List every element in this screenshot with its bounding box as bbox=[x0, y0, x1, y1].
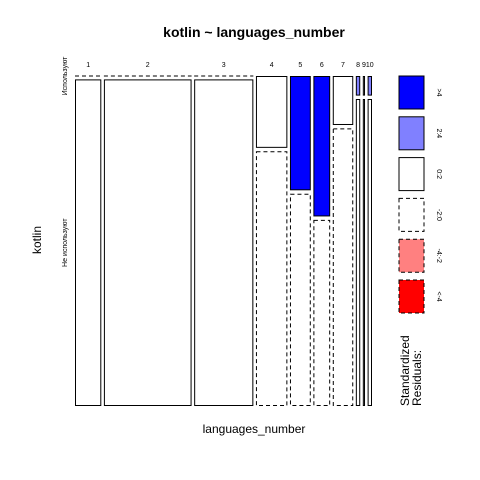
column-labels: 1 2 3 4 5 6 7 8 9 10 bbox=[86, 62, 374, 69]
mosaic-cell bbox=[289, 193, 311, 406]
column-label: 3 bbox=[222, 62, 226, 69]
legend-swatch bbox=[398, 279, 425, 314]
mosaic-cell bbox=[255, 151, 288, 406]
legend-swatch bbox=[398, 197, 425, 232]
mosaic-cell bbox=[367, 76, 372, 96]
mosaic-cell bbox=[355, 76, 361, 96]
column-label: 7 bbox=[341, 62, 345, 69]
mosaic-tiles bbox=[75, 75, 372, 407]
legend-title: Standardized bbox=[398, 335, 412, 406]
column-label: 5 bbox=[298, 62, 302, 69]
mosaic-cell bbox=[194, 79, 254, 407]
legend-swatch bbox=[398, 238, 425, 273]
mosaic-cell bbox=[332, 76, 354, 125]
row-label: Используют bbox=[62, 56, 69, 96]
mosaic-cell bbox=[75, 79, 102, 407]
row-label: Не используют bbox=[62, 218, 69, 267]
mosaic-cell bbox=[362, 76, 366, 96]
row-labels: Используют Не используют bbox=[62, 56, 69, 267]
legend-swatch bbox=[398, 157, 425, 192]
mosaic-cell bbox=[289, 76, 311, 191]
residuals-legend: >4 2:4 0:2 -2:0 -4:-2 <-4 StandardizedResidual… bbox=[398, 75, 442, 406]
column-label: 10 bbox=[366, 62, 374, 69]
legend-label: 2:4 bbox=[435, 128, 442, 138]
chart-title: kotlin ~ languages_number bbox=[163, 24, 345, 40]
legend-label: 0:2 bbox=[435, 169, 442, 179]
mosaic-cell bbox=[255, 76, 288, 148]
column-label: 8 bbox=[356, 62, 360, 69]
legend-label: -4:-2 bbox=[435, 248, 442, 263]
mosaic-cell bbox=[362, 98, 366, 406]
y-axis-label: kotlin bbox=[30, 226, 44, 254]
column-label: 6 bbox=[320, 62, 324, 69]
mosaic-cell bbox=[103, 79, 192, 407]
mosaic-cell bbox=[332, 128, 354, 406]
mosaic-cell bbox=[355, 98, 361, 406]
legend-swatch bbox=[398, 75, 425, 110]
mosaic-cell bbox=[313, 76, 331, 217]
x-axis-label: languages_number bbox=[203, 422, 306, 436]
legend-title: Residuals: bbox=[410, 350, 424, 406]
legend-label: <-4 bbox=[435, 291, 442, 301]
column-label: 1 bbox=[86, 62, 90, 69]
column-label: 4 bbox=[270, 62, 274, 69]
legend-swatch bbox=[398, 116, 425, 151]
mosaic-cell bbox=[313, 219, 331, 406]
mosaic-cell bbox=[367, 98, 372, 406]
column-label: 9 bbox=[362, 62, 366, 69]
legend-label: >4 bbox=[435, 89, 442, 97]
column-label: 2 bbox=[146, 62, 150, 69]
legend-label: -2:0 bbox=[435, 209, 442, 221]
